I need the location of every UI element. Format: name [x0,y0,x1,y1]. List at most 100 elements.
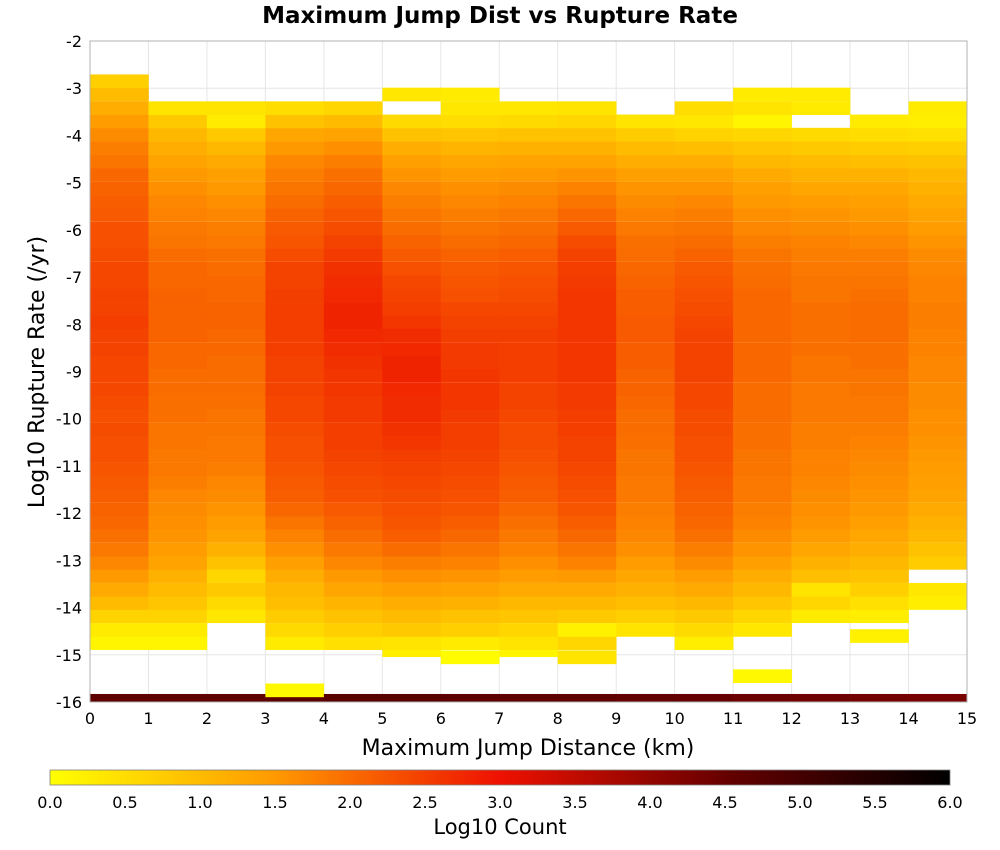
heatmap-cell [206,462,266,477]
heatmap-cell [148,502,208,517]
heatmap-cell [850,181,909,196]
heatmap-cell [557,275,617,289]
heatmap-cell [616,488,675,503]
heatmap-cell [791,141,851,156]
heatmap-cell [382,488,442,503]
heatmap-cell [382,342,442,356]
heatmap-cell [206,342,266,356]
heatmap-cell [499,368,559,383]
heatmap-cell [323,582,383,597]
y-tick-label: -2 [66,32,82,51]
heatmap-cell [733,315,792,329]
colorbar-tick-label: 3.5 [562,793,587,812]
heatmap-cell [90,395,149,410]
heatmap-cell [850,261,909,276]
heatmap-cell [674,368,734,383]
heatmap-cell [616,181,675,196]
heatmap-cell [206,408,266,423]
heatmap-cell [557,529,617,543]
heatmap-cell [557,395,617,410]
heatmap-cell [850,408,909,423]
heatmap-cell [850,422,909,437]
heatmap-cell [206,448,266,463]
heatmap-cell [850,475,909,490]
heatmap-cell [616,315,675,329]
heatmap-cell [323,596,383,610]
heatmap-cell [674,167,734,182]
heatmap-cell [148,475,208,490]
heatmap-cell [265,693,325,703]
heatmap-cell [148,234,208,249]
heatmap-cell [440,542,500,557]
heatmap-cell [791,515,851,530]
heatmap-cell [499,636,559,650]
heatmap-cell [382,328,442,343]
heatmap-cell [908,342,968,356]
heatmap-cell [791,368,851,383]
heatmap-cell [499,275,559,289]
heatmap-cell [323,395,383,410]
heatmap-cell [850,462,909,477]
heatmap-cell [265,302,325,316]
heatmap-cell [90,355,149,370]
heatmap-cell [323,181,383,196]
heatmap-cell [148,569,208,583]
heatmap-cell [557,448,617,463]
heatmap-cell [148,194,208,209]
heatmap-cell [90,261,149,276]
colorbar-tick-label: 2.0 [337,793,362,812]
x-tick-label: 11 [723,709,743,728]
heatmap-cells [90,74,968,703]
heatmap-cell [206,542,266,557]
heatmap-cell [265,542,325,557]
heatmap-cell [616,328,675,343]
colorbar-tick-label: 3.0 [487,793,512,812]
heatmap-cell [674,141,734,156]
heatmap-cell [206,248,266,262]
heatmap-cell [206,556,266,570]
x-tick-label: 6 [436,709,446,728]
heatmap-cell [733,208,792,222]
chart-title: Maximum Jump Dist vs Rupture Rate [262,3,738,29]
heatmap-cell [850,328,909,343]
heatmap-cell [148,542,208,557]
colorbar-tick-label: 4.5 [712,793,737,812]
plot-border [89,40,968,703]
heatmap-cell [499,448,559,463]
heatmap-cell [382,462,442,477]
heatmap-cell [265,328,325,343]
heatmap-cell [440,556,500,570]
heatmap-cell [90,408,149,423]
heatmap-cell [733,288,792,303]
heatmap-cell [557,636,617,650]
heatmap-cell [440,422,500,437]
heatmap-cell [616,355,675,370]
heatmap-cell [265,636,325,650]
heatmap-cell [850,609,909,624]
heatmap-cell [791,221,851,236]
heatmap-cell [90,167,149,182]
heatmap-cell [499,127,559,142]
heatmap-cell [90,141,149,156]
heatmap-cell [616,462,675,477]
heatmap-cell [557,582,617,597]
heatmap-cell [440,650,500,665]
heatmap-cell [323,315,383,329]
heatmap-cell [148,342,208,356]
heatmap-cell [382,167,442,182]
heatmap-cell [440,529,500,543]
colorbar-tick-label: 1.0 [187,793,212,812]
heatmap-cell [908,435,968,450]
heatmap-cell [674,515,734,530]
heatmap-cell [265,181,325,196]
heatmap-cell [499,422,559,437]
heatmap-cell [733,355,792,370]
heatmap-cell [265,167,325,182]
heatmap-cell [440,408,500,423]
heatmap-cell [90,208,149,222]
heatmap-cell [908,114,968,129]
heatmap-cell [206,569,266,583]
heatmap-cell [265,221,325,236]
heatmap-cell [499,596,559,610]
heatmap-cell [148,101,208,116]
